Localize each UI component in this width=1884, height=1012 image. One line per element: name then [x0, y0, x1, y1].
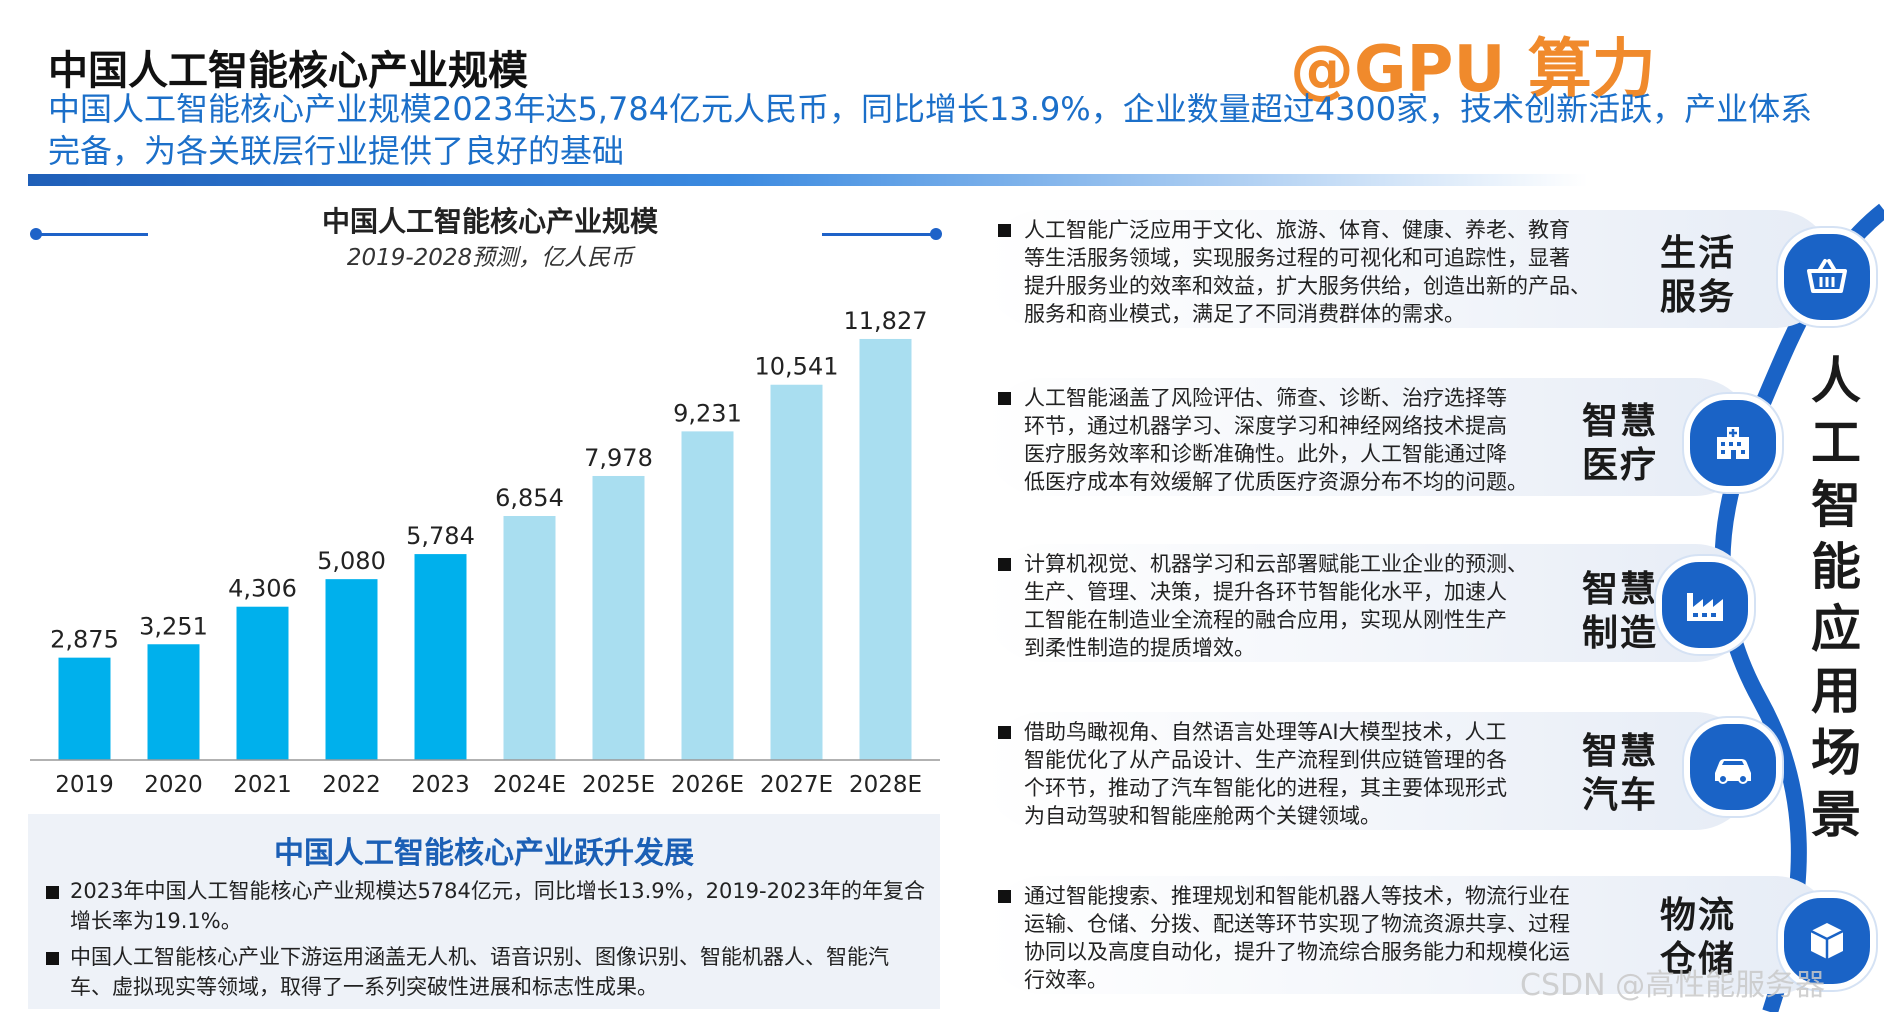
development-item: 中国人工智能核心产业下游运用涵盖无人机、语音识别、图像识别、智能机器人、智能汽车…: [70, 945, 889, 999]
bar-2026E: [681, 431, 734, 760]
x-tick-label: 2028E: [849, 772, 922, 798]
scenario-label: 生活 服务: [1660, 233, 1737, 318]
page-title: 中国人工智能核心产业规模: [48, 48, 528, 94]
decorative-line-right: [822, 233, 934, 236]
decorative-dot-left: [30, 228, 42, 240]
x-tick-label: 2023: [411, 772, 470, 798]
scenario-row: [984, 378, 1754, 496]
x-tick-label: 2026E: [671, 772, 744, 798]
data-label: 4,306: [228, 575, 297, 603]
data-label: 3,251: [139, 612, 208, 640]
scenario-text: 人工智能广泛应用于文化、旅游、体育、健康、养老、教育 等生活服务领域，实现服务过程…: [1024, 218, 1591, 326]
watermark-logo: @GPU 算力: [1290, 33, 1656, 107]
scenario-row: [984, 876, 1834, 994]
bar-2028E: [859, 338, 912, 760]
data-label: 2,875: [50, 626, 119, 654]
data-label: 6,854: [495, 484, 564, 512]
x-tick-label: 2021: [233, 772, 292, 798]
csdn-watermark: CSDN @高性能服务器: [1520, 968, 1826, 1003]
scenario-text: 通过智能搜索、推理规划和智能机器人等技术，物流行业在 运输、仓储、分拨、配送等环节…: [1024, 884, 1570, 992]
scenario-text: 人工智能涵盖了风险评估、筛查、诊断、治疗选择等 环节，通过机器学习、深度学习和神经…: [1024, 386, 1528, 494]
chart-title: 中国人工智能核心产业规模: [321, 205, 658, 238]
scenario-row: [984, 210, 1834, 328]
development-title: 中国人工智能核心产业跃升发展: [274, 836, 694, 871]
factory-icon: [1656, 556, 1754, 654]
scenario-vertical-title: 人工智能应用场景: [1811, 352, 1861, 844]
hospital-icon: [1684, 394, 1782, 492]
bullet-icon: [998, 558, 1011, 571]
data-label: 9,231: [673, 399, 742, 427]
x-tick-label: 2020: [144, 772, 203, 798]
x-tick-label: 2027E: [760, 772, 833, 798]
x-tick-label: 2022: [322, 772, 381, 798]
bar-2021: [236, 606, 289, 760]
x-tick-label: 2024E: [493, 772, 566, 798]
bullet-icon: [998, 726, 1011, 739]
bullet-icon: [998, 392, 1011, 405]
scenario-label: 智慧 汽车: [1582, 731, 1659, 816]
box-icon: [1778, 892, 1876, 990]
bullet-icon: [998, 890, 1011, 903]
bullet-icon: [46, 952, 59, 965]
scenario-row: [984, 544, 1754, 662]
car-icon: [1684, 718, 1782, 816]
bar-2022: [325, 579, 378, 760]
scenario-label: 物流 仓储: [1660, 895, 1737, 980]
scenario-text: 计算机视觉、机器学习和云部署赋能工业企业的预测、 生产、管理、决策，提升各环节智能…: [1024, 552, 1528, 660]
bullet-icon: [998, 224, 1011, 237]
bar-2020: [147, 644, 200, 760]
x-tick-label: 2025E: [582, 772, 655, 798]
decorative-line-left: [36, 233, 148, 236]
development-panel: 中国人工智能核心产业跃升发展 2023年中国人工智能核心产业规模达5784亿元，…: [28, 814, 940, 1009]
page-subtitle: 中国人工智能核心产业规模2023年达5,784亿元人民币，同比增长13.9%，企…: [48, 90, 1813, 170]
development-item: 2023年中国人工智能核心产业规模达5784亿元，同比增长13.9%，2019-…: [70, 879, 926, 933]
data-label: 5,080: [317, 547, 386, 575]
scenario-row: [984, 712, 1754, 830]
bar-2025E: [592, 475, 645, 760]
data-label: 5,784: [406, 522, 475, 550]
bullet-icon: [46, 886, 59, 899]
data-label: 11,827: [844, 307, 928, 335]
bar-2019: [58, 657, 111, 760]
scenario-label: 智慧 制造: [1582, 569, 1659, 654]
scenario-text: 借助鸟瞰视角、自然语言处理等AI大模型技术，人工 智能优化了从产品设计、生产流程到…: [1024, 720, 1507, 828]
bar-chart: 2,875 2019 3,251 2020 4,306 2021 5,080 2022 5,78…: [30, 307, 940, 798]
x-tick-label: 2019: [55, 772, 114, 798]
data-label: 10,541: [755, 353, 839, 381]
basket-icon: [1778, 228, 1876, 326]
decorative-dot-right: [930, 228, 942, 240]
header-divider: [28, 174, 1588, 186]
scenario-label: 智慧 医疗: [1582, 401, 1659, 486]
bar-2024E: [503, 515, 556, 760]
bar-2023: [414, 554, 467, 760]
chart-subtitle: 2019-2028预测，亿人民币: [346, 245, 634, 271]
data-label: 7,978: [584, 444, 653, 472]
bar-2027E: [770, 384, 823, 760]
